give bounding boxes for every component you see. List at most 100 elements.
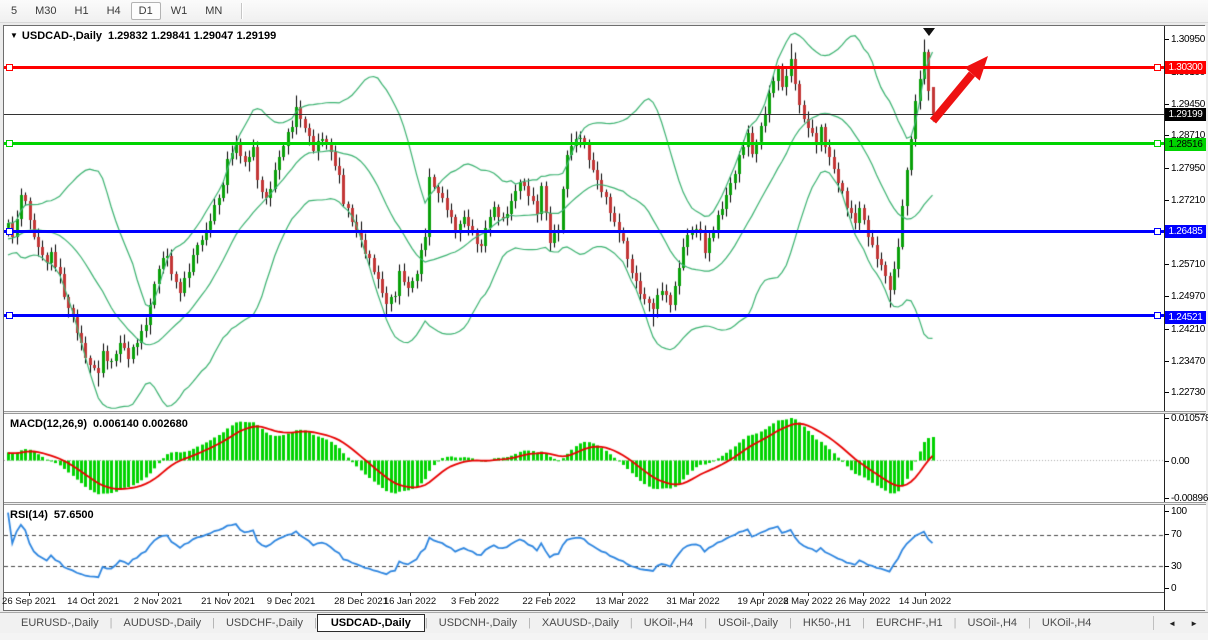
price-badge: 1.26485 xyxy=(1165,225,1206,238)
date-label: 3 Feb 2022 xyxy=(450,596,500,607)
tab-scroll-left-icon[interactable]: ◄ xyxy=(1168,618,1177,628)
tab-divider: | xyxy=(424,617,428,629)
date-tick-mark xyxy=(863,593,864,596)
tick-dash xyxy=(1165,566,1169,567)
chart-tab-usdcad-daily[interactable]: USDCAD-,Daily xyxy=(316,614,425,632)
line-handle-left[interactable] xyxy=(6,140,13,148)
tick-dash xyxy=(1165,329,1169,330)
chart-shift-marker-icon[interactable] xyxy=(923,28,935,36)
line-handle-right[interactable] xyxy=(1154,227,1161,235)
horizontal-line-1.24521[interactable] xyxy=(4,311,1164,319)
chart-tab-audusd-daily[interactable]: AUDUSD-,Daily xyxy=(123,617,202,629)
date-tick-mark xyxy=(763,593,764,596)
date-label: 13 Mar 2022 xyxy=(595,596,649,607)
date-tick-mark xyxy=(410,593,411,596)
chart-tab-hk50-h1[interactable]: HK50-,H1 xyxy=(802,617,852,629)
chart-tab-eurusd-daily[interactable]: EURUSD-,Daily xyxy=(21,617,99,629)
macd-tick: 0.010578 xyxy=(1165,413,1208,424)
date-tick-mark xyxy=(29,593,30,596)
horizontal-line-1.26485[interactable] xyxy=(4,227,1164,235)
line-handle-right[interactable] xyxy=(1154,311,1161,319)
tab-nav-divider xyxy=(1153,616,1155,630)
price-tick: 1.28710 xyxy=(1165,130,1206,141)
date-tick-mark xyxy=(808,593,809,596)
price-tick-label: 1.30950 xyxy=(1171,34,1206,45)
chart-title: ▼ USDCAD-,Daily 1.29832 1.29841 1.29047 1.… xyxy=(10,30,276,42)
price-tick-label: 1.27210 xyxy=(1171,195,1206,206)
horizontal-line-1.303[interactable] xyxy=(4,63,1164,71)
rsi-indicator-pane: RSI(14) 57.6500 xyxy=(4,505,1164,592)
price-badge: 1.28516 xyxy=(1165,138,1206,151)
timeframe-button-h4[interactable]: H4 xyxy=(106,5,121,17)
tab-divider: | xyxy=(109,617,113,629)
line-handle-left[interactable] xyxy=(6,227,13,235)
line-handle-left[interactable] xyxy=(6,63,13,71)
tick-dash xyxy=(1165,39,1169,40)
chart-tab-eurchf-h1[interactable]: EURCHF-,H1 xyxy=(876,617,943,629)
macd-values: 0.006140 0.002680 xyxy=(93,418,188,430)
tab-divider: | xyxy=(789,617,792,629)
tab-nav: ◄ ► xyxy=(1153,616,1208,630)
pane-splitter-rsi[interactable] xyxy=(4,502,1206,505)
date-label: 2 Nov 2021 xyxy=(133,596,183,607)
timeframe-button-m30[interactable]: M30 xyxy=(35,5,57,17)
tab-divider: | xyxy=(528,617,531,629)
rsi-tick: 100 xyxy=(1165,506,1206,517)
rsi-tick: 0 xyxy=(1165,583,1206,594)
timeframe-button-d1[interactable]: D1 xyxy=(130,2,161,20)
tick-dash xyxy=(1165,498,1169,499)
axis-divider-line xyxy=(1164,26,1165,610)
chart-tab-usdchf-daily[interactable]: USDCHF-,Daily xyxy=(225,617,303,629)
line-handle-left[interactable] xyxy=(6,311,13,319)
timeframe-button-w1[interactable]: W1 xyxy=(170,5,188,17)
rsi-name: RSI(14) xyxy=(10,509,48,521)
tab-divider: | xyxy=(704,617,708,629)
date-tick-mark xyxy=(475,593,476,596)
price-tick: 1.27210 xyxy=(1165,195,1206,206)
rsi-canvas[interactable] xyxy=(4,505,1164,592)
candlestick-chart-canvas[interactable] xyxy=(4,26,1164,411)
line-handle-right[interactable] xyxy=(1154,63,1161,71)
date-tick-mark xyxy=(549,593,550,596)
chart-tab-usoil-daily[interactable]: USOil-,Daily xyxy=(718,617,779,629)
price-axis[interactable]: 1.309501.301901.294501.287101.279501.272… xyxy=(1165,26,1208,610)
price-tick: 1.24970 xyxy=(1165,291,1206,302)
pane-splitter-macd[interactable] xyxy=(4,411,1206,414)
rsi-tick-label: 30 xyxy=(1171,561,1182,572)
rsi-tick-label: 100 xyxy=(1171,506,1187,517)
date-label: 14 Oct 2021 xyxy=(67,596,119,607)
rsi-tick: 30 xyxy=(1165,561,1206,572)
tick-dash xyxy=(1165,200,1169,201)
date-tick-mark xyxy=(925,593,926,596)
tab-divider: | xyxy=(212,617,215,629)
chart-tab-usoil-h4[interactable]: USOil-,H4 xyxy=(967,617,1018,629)
price-tick: 1.25710 xyxy=(1165,259,1206,270)
date-label: 19 Apr 2022 xyxy=(737,596,789,607)
date-axis[interactable]: 26 Sep 2021 14 Oct 2021 2 Nov 2021 21 Nov 2… xyxy=(2,592,1164,610)
macd-canvas[interactable] xyxy=(4,414,1164,502)
date-tick-mark xyxy=(158,593,159,596)
tab-divider: | xyxy=(1028,617,1031,629)
tick-dash xyxy=(1165,361,1169,362)
price-tick-label: 1.27950 xyxy=(1171,163,1206,174)
chart-tab-ukoil-h4[interactable]: UKOil-,H4 xyxy=(1041,617,1092,629)
price-tick: 1.23470 xyxy=(1165,356,1206,367)
tab-scroll-right-icon[interactable]: ► xyxy=(1190,618,1198,628)
horizontal-line-1.28516[interactable] xyxy=(4,140,1164,148)
chart-tab-usdcnh-daily[interactable]: USDCNH-,Daily xyxy=(438,617,517,629)
price-tick-label: 1.25710 xyxy=(1171,259,1206,270)
chart-tab-xauusd-daily[interactable]: XAUUSD-,Daily xyxy=(541,617,619,629)
timeframe-button-5[interactable]: 5 xyxy=(11,5,18,17)
chart-tab-ukoil-h4[interactable]: UKOil-,H4 xyxy=(643,617,694,629)
timeframe-button-mn[interactable]: MN xyxy=(205,5,223,17)
date-tick-mark xyxy=(622,593,623,596)
line-handle-right[interactable] xyxy=(1154,140,1161,148)
timeframe-button-h1[interactable]: H1 xyxy=(74,5,89,17)
chart-ohlc-values: 1.29832 1.29841 1.29047 1.29199 xyxy=(108,30,277,42)
price-tick: 1.22730 xyxy=(1165,387,1206,398)
chart-tab-bar: EURUSD-,Daily | AUDUSD-,Daily | USDCHF-,Dail… xyxy=(0,612,1208,633)
tick-dash xyxy=(1165,511,1169,512)
price-tick-label: 1.28710 xyxy=(1171,130,1206,141)
tab-divider: | xyxy=(953,617,957,629)
symbol-dropdown-icon[interactable]: ▼ xyxy=(10,31,18,40)
